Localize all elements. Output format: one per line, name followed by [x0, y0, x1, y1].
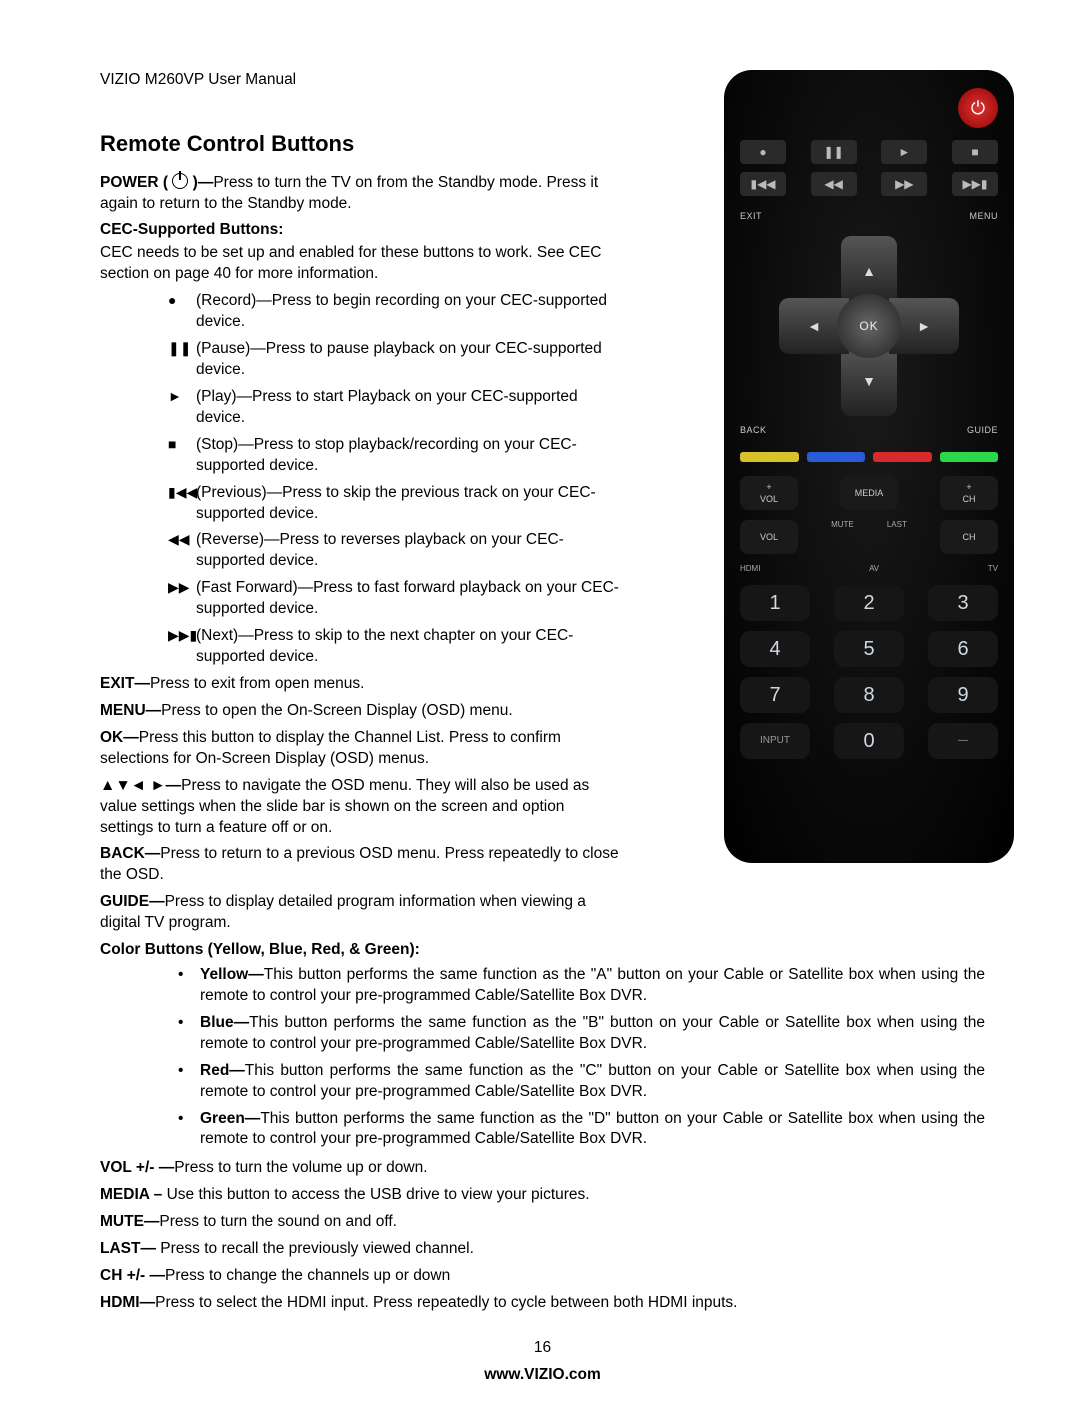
rev-icon: ◀◀ — [811, 172, 857, 196]
num-4: 4 — [740, 631, 810, 667]
next-icon: ▶▶▮ — [952, 172, 998, 196]
mute-label: MUTE — [831, 520, 854, 554]
green-bar — [940, 452, 999, 462]
cec-intro: CEC needs to be set up and enabled for t… — [100, 243, 620, 285]
color-bar — [740, 452, 998, 462]
button-entries: EXIT—Press to exit from open menus. MENU—… — [100, 674, 620, 934]
remote-illustration: ⏻ ● ❚❚ ► ■ ▮◀◀ ◀◀ ▶▶ ▶▶▮ EXIT MENU ▲ ▼ ◄… — [724, 70, 1014, 863]
num-5: 5 — [834, 631, 904, 667]
exit-label: EXIT — [740, 210, 762, 222]
numpad: 1 2 3 4 5 6 7 8 9 INPUT 0 — — [740, 585, 998, 759]
media-btn: MEDIA — [840, 476, 898, 510]
vol-down: VOL — [740, 520, 798, 554]
color-heading: Color Buttons (Yellow, Blue, Red, & Gree… — [100, 940, 985, 961]
num-8: 8 — [834, 677, 904, 713]
button-entry: GUIDE—Press to display detailed program … — [100, 892, 620, 934]
red-bar — [873, 452, 932, 462]
tail-entries: VOL +/- —Press to turn the volume up or … — [100, 1158, 985, 1314]
guide-label: GUIDE — [967, 424, 998, 436]
prev-icon: ▮◀◀ — [740, 172, 786, 196]
back-label: BACK — [740, 424, 767, 436]
color-entry: •Green—This button performs the same fun… — [178, 1109, 985, 1151]
play-icon: ► — [881, 140, 927, 164]
cec-item: ►(Play)—Press to start Playback on your … — [168, 387, 620, 429]
record-icon: ● — [740, 140, 786, 164]
tail-entry: MEDIA – Use this button to access the US… — [100, 1185, 985, 1206]
cec-item: ▶▶▮(Next)—Press to skip to the next chap… — [168, 626, 620, 668]
num-9: 9 — [928, 677, 998, 713]
cec-item: ❚❚(Pause)—Press to pause playback on you… — [168, 339, 620, 381]
cec-item: ▶▶(Fast Forward)—Press to fast forward p… — [168, 578, 620, 620]
menu-label: MENU — [970, 210, 999, 222]
input-btn: INPUT — [740, 723, 810, 759]
num-7: 7 — [740, 677, 810, 713]
button-entry: ▲▼◄ ►—Press to navigate the OSD menu. Th… — [100, 776, 620, 839]
section-title: Remote Control Buttons — [100, 129, 620, 159]
color-entry: •Yellow—This button performs the same fu… — [178, 965, 985, 1007]
cec-list: ●(Record)—Press to begin recording on yo… — [168, 291, 620, 668]
yellow-bar — [740, 452, 799, 462]
power-icon-inline — [172, 173, 188, 189]
cec-item: ■(Stop)—Press to stop playback/recording… — [168, 435, 620, 477]
stop-icon: ■ — [952, 140, 998, 164]
button-entry: BACK—Press to return to a previous OSD m… — [100, 844, 620, 886]
button-entry: OK—Press this button to display the Chan… — [100, 728, 620, 770]
power-icon: ⏻ — [958, 88, 998, 128]
pause-icon: ❚❚ — [811, 140, 857, 164]
ok-button: OK — [837, 294, 901, 358]
num-0: 0 — [834, 723, 904, 759]
ch-up: +CH — [940, 476, 998, 510]
blue-bar — [807, 452, 866, 462]
cec-item: ●(Record)—Press to begin recording on yo… — [168, 291, 620, 333]
tail-entry: VOL +/- —Press to turn the volume up or … — [100, 1158, 985, 1179]
page-footer: 16 www.VIZIO.com — [100, 1338, 985, 1386]
num-1: 1 — [740, 585, 810, 621]
vol-up: +VOL — [740, 476, 798, 510]
cec-item: ◀◀(Reverse)—Press to reverses playback o… — [168, 530, 620, 572]
power-entry: POWER ( )—Press to turn the TV on from t… — [100, 173, 620, 215]
button-entry: EXIT—Press to exit from open menus. — [100, 674, 620, 695]
tv-label: TV — [988, 564, 998, 575]
page-number: 16 — [100, 1338, 985, 1359]
color-entry: •Red—This button performs the same funct… — [178, 1061, 985, 1103]
ch-down: CH — [940, 520, 998, 554]
num-6: 6 — [928, 631, 998, 667]
ff-icon: ▶▶ — [881, 172, 927, 196]
last-label: LAST — [887, 520, 907, 554]
tail-entry: LAST— Press to recall the previously vie… — [100, 1239, 985, 1260]
cec-item: ▮◀◀(Previous)—Press to skip the previous… — [168, 483, 620, 525]
av-label: AV — [869, 564, 879, 575]
site-url: www.VIZIO.com — [100, 1365, 985, 1386]
button-entry: MENU—Press to open the On-Screen Display… — [100, 701, 620, 722]
hdmi-label: HDMI — [740, 564, 760, 575]
tail-entry: HDMI—Press to select the HDMI input. Pre… — [100, 1293, 985, 1314]
dpad: ▲ ▼ ◄ ► OK — [779, 236, 959, 416]
tail-entry: CH +/- —Press to change the channels up … — [100, 1266, 985, 1287]
color-entry: •Blue—This button performs the same func… — [178, 1013, 985, 1055]
cec-heading: CEC-Supported Buttons: — [100, 220, 620, 241]
tail-entry: MUTE—Press to turn the sound on and off. — [100, 1212, 985, 1233]
num-2: 2 — [834, 585, 904, 621]
num-3: 3 — [928, 585, 998, 621]
dash-btn: — — [928, 723, 998, 759]
color-list: •Yellow—This button performs the same fu… — [178, 965, 985, 1150]
